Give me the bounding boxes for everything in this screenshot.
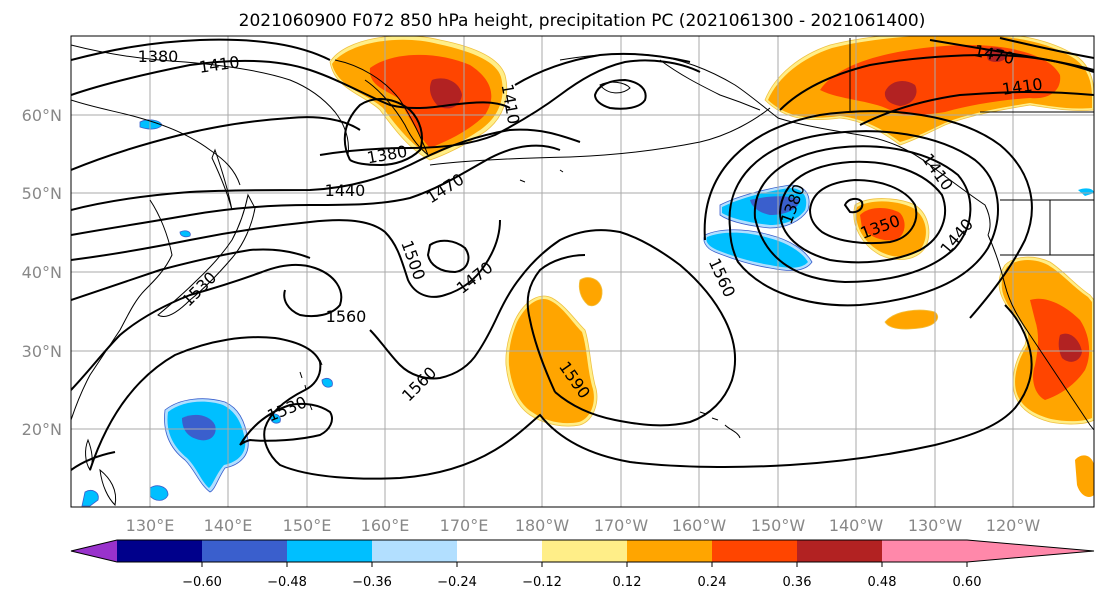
colorbar-outline xyxy=(70,539,1095,563)
colorbar-tick-label: −0.12 xyxy=(522,575,562,590)
colorbar-segment xyxy=(882,540,967,562)
height-contours xyxy=(71,37,1094,480)
colorbar-segment xyxy=(712,540,797,562)
lat-label: 30°N xyxy=(22,342,62,361)
lon-label: 120°W xyxy=(986,516,1041,535)
lon-label: 150°E xyxy=(283,516,332,535)
figure-title: 2021060900 F072 850 hPa height, precipit… xyxy=(239,11,926,31)
lat-label: 50°N xyxy=(22,184,62,203)
lon-label: 140°E xyxy=(204,516,253,535)
colorbar-segment xyxy=(287,540,372,562)
map-layers: 1380 1410 1380 1410 1440 1470 1500 1470 … xyxy=(71,36,1094,507)
lon-label: 130°E xyxy=(126,516,175,535)
colorbar-segment xyxy=(627,540,712,562)
colorbar-tick-label: −0.24 xyxy=(437,575,477,590)
colorbar-segment xyxy=(202,540,287,562)
latitude-labels: 60°N 50°N 40°N 30°N 20°N xyxy=(22,106,62,439)
colorbar-tick-label: 0.48 xyxy=(868,575,897,590)
contour-label: 1560 xyxy=(326,307,367,326)
colorbar-extend-right xyxy=(967,540,1094,562)
lon-label: 160°W xyxy=(672,516,727,535)
map-border xyxy=(70,35,1095,508)
colorbar-tick-label: 0.12 xyxy=(613,575,642,590)
lon-label: 150°W xyxy=(751,516,806,535)
lat-label: 20°N xyxy=(22,420,62,439)
colorbar-tick-label: −0.36 xyxy=(352,575,392,590)
longitude-labels: 130°E 140°E 150°E 160°E 170°E 180°W 170°… xyxy=(126,516,1041,535)
colorbar-tick-label: 0.24 xyxy=(698,575,727,590)
colorbar-tick-label: −0.48 xyxy=(267,575,307,590)
colorbar-tick-label: 0.60 xyxy=(953,575,982,590)
colorbar: −0.60 −0.48 −0.36 −0.24 −0.12 0.12 0.24 … xyxy=(70,539,1095,590)
coastlines xyxy=(71,38,1094,507)
lat-label: 40°N xyxy=(22,263,62,282)
lon-label: 170°W xyxy=(594,516,649,535)
colorbar-segment xyxy=(542,540,627,562)
lon-label: 180°W xyxy=(515,516,570,535)
lon-label: 130°W xyxy=(908,516,963,535)
colorbar-extend-left xyxy=(71,540,117,562)
contour-label: 1440 xyxy=(325,181,366,200)
colorbar-tick-label: −0.60 xyxy=(182,575,222,590)
lon-label: 170°E xyxy=(440,516,489,535)
contour-label: 1380 xyxy=(138,47,179,66)
colorbar-segment xyxy=(457,540,542,562)
lon-label: 140°W xyxy=(829,516,884,535)
colorbar-segment xyxy=(372,540,457,562)
lon-label: 160°E xyxy=(361,516,410,535)
lat-label: 60°N xyxy=(22,106,62,125)
colorbar-ticks xyxy=(201,562,968,567)
colorbar-tick-label: 0.36 xyxy=(783,575,812,590)
colorbar-segment xyxy=(797,540,882,562)
colorbar-segment xyxy=(117,540,202,562)
